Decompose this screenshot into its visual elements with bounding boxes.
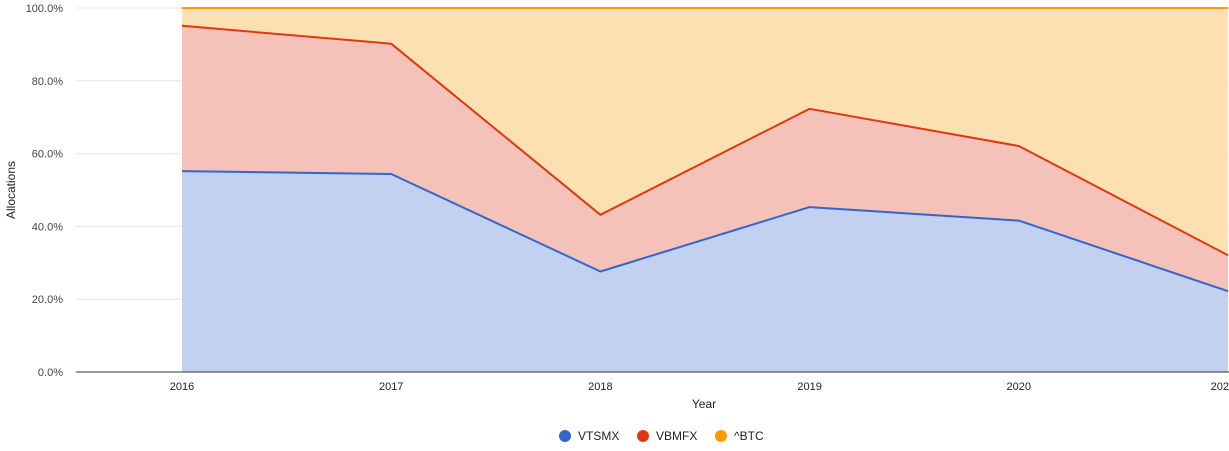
y-tick-labels: 0.0% 20.0% 40.0% 60.0% 80.0% 100.0% (26, 3, 64, 379)
legend-label: VTSMX (578, 429, 619, 443)
line-vbmfx (181, 24, 1229, 257)
series-lines (181, 7, 1229, 293)
legend-item-btc[interactable]: ^BTC (715, 429, 764, 443)
y-tick-label: 40.0% (32, 221, 63, 233)
legend-swatch (637, 430, 649, 442)
legend-swatch (559, 430, 571, 442)
y-tick-label: 0.0% (38, 367, 63, 379)
legend-swatch (715, 430, 727, 442)
x-tick-label: 2018 (588, 381, 612, 393)
legend-item-vtsmx[interactable]: VTSMX (559, 429, 619, 443)
x-tick-label: 2016 (170, 381, 194, 393)
x-tick-label: 2017 (379, 381, 403, 393)
area-vbmfx (182, 25, 1228, 292)
x-tick-label: 2020 (1007, 381, 1031, 393)
legend: VTSMX VBMFX ^BTC (559, 429, 764, 443)
area-vtsmx (182, 171, 1228, 372)
legend-label: ^BTC (734, 429, 764, 443)
legend-label: VBMFX (656, 429, 697, 443)
y-tick-label: 100.0% (26, 3, 64, 15)
y-tick-label: 20.0% (32, 294, 63, 306)
line-vtsmx (181, 170, 1229, 293)
y-tick-label: 60.0% (32, 149, 63, 161)
area-series (182, 8, 1228, 372)
x-tick-labels: 2016 2017 2018 2019 2020 202 (170, 381, 1229, 393)
x-tick-label: 202 (1211, 381, 1229, 393)
x-tick-label: 2019 (797, 381, 821, 393)
x-axis-label: Year (692, 397, 716, 411)
area-btc (182, 8, 1228, 256)
y-tick-label: 80.0% (32, 76, 63, 88)
y-axis-label: Allocations (4, 161, 18, 219)
legend-item-vbmfx[interactable]: VBMFX (637, 429, 697, 443)
